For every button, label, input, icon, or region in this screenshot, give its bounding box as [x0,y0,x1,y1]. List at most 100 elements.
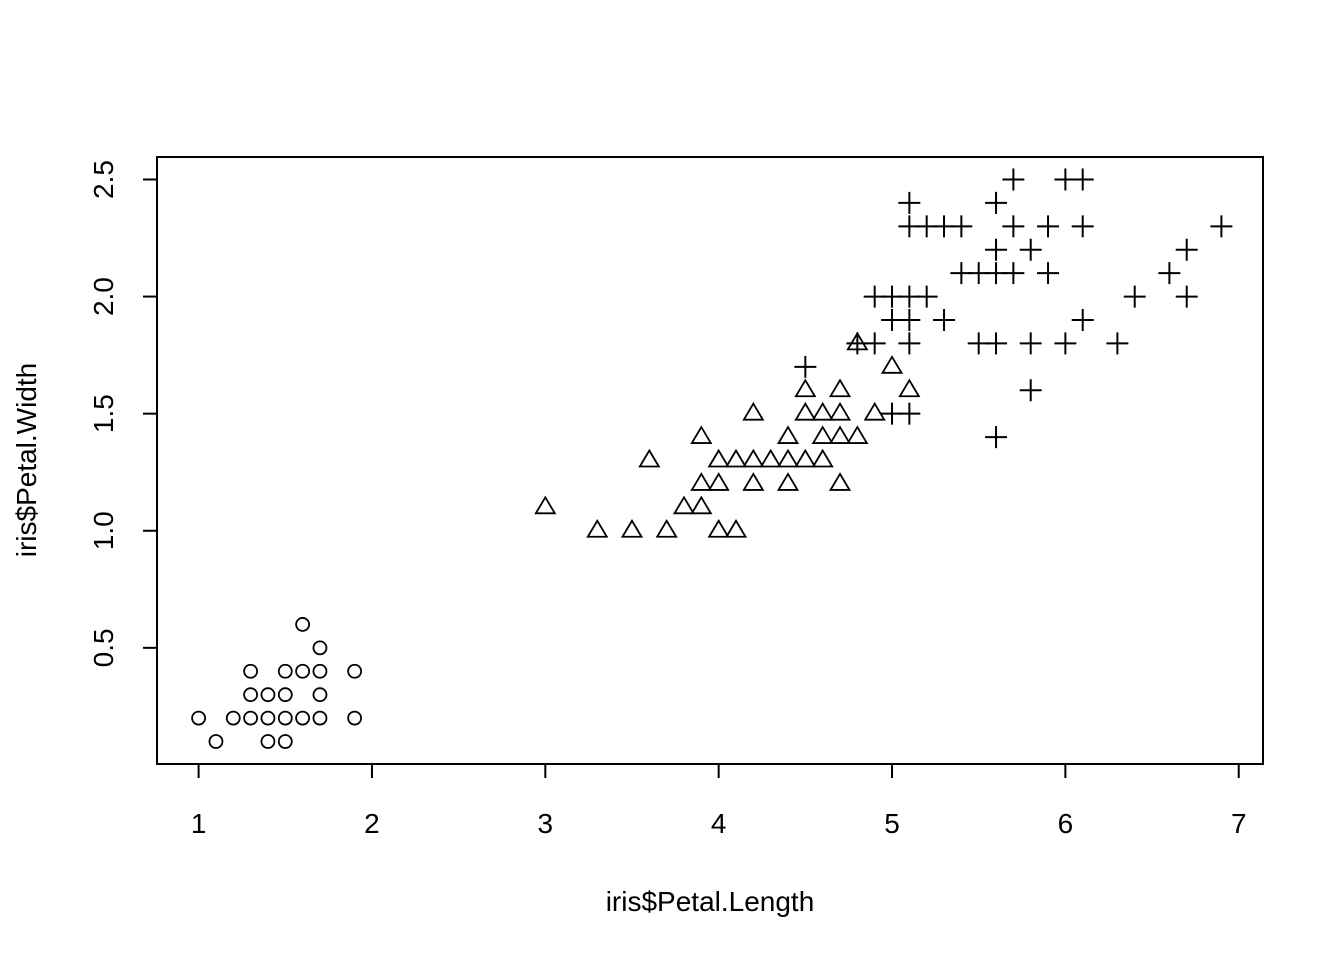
data-point-triangle [655,518,678,538]
data-point-plus [915,285,938,308]
data-point-circle [243,710,259,726]
data-point-plus [1019,379,1042,402]
data-point-plus [1037,262,1060,285]
data-point-triangle [638,448,661,468]
data-point-triangle [811,448,834,468]
data-point-triangle [707,472,730,491]
data-point-circle [260,710,276,726]
x-tick-label: 6 [1058,808,1074,839]
data-point-triangle [534,495,557,515]
y-tick-label: 1.5 [88,394,119,433]
data-point-plus [1071,308,1094,331]
data-point-circle [312,687,328,703]
data-point-triangle [690,495,713,515]
data-point-plus [985,332,1008,355]
data-point-triangle [776,472,800,491]
y-axis: 0.5 1.0 1.5 2.0 2.5 [88,160,158,667]
data-point-triangle [846,425,869,444]
data-point-plus [898,308,921,331]
y-tick-label: 0.5 [88,628,119,667]
x-tick-label: 4 [711,808,727,839]
data-point-plus [985,426,1008,449]
data-point-triangle [724,448,748,468]
x-tick-label: 2 [364,808,380,839]
data-point-triangle [828,425,852,444]
data-point-plus [1210,215,1233,238]
data-point-triangle [724,518,748,538]
data-point-plus [950,215,973,238]
data-point-circle [295,710,311,726]
data-point-circle [260,734,276,749]
data-point-triangle [794,448,817,468]
data-point-triangle [620,518,644,538]
data-point-plus [1019,238,1042,261]
data-point-triangle [707,518,730,538]
data-point-triangle [707,448,730,468]
data-point-triangle [586,518,609,538]
data-point-plus [898,191,921,214]
data-point-plus [1054,332,1077,355]
data-point-triangle [880,355,904,374]
data-point-triangle [742,472,765,491]
data-point-triangle [742,401,765,421]
data-points [191,168,1233,749]
data-point-plus [1175,238,1198,261]
data-point-plus [933,308,956,331]
data-point-plus [1071,215,1094,238]
data-point-triangle [828,378,852,398]
data-point-circle [191,710,207,726]
data-point-circle [208,734,224,749]
data-point-triangle [759,448,782,468]
data-point-circle [295,617,311,632]
data-point-plus [1175,285,1198,308]
data-point-triangle [898,378,921,398]
data-point-plus [1123,285,1146,308]
data-point-triangle [672,495,696,515]
data-point-circle [260,687,276,703]
data-point-triangle [811,401,834,421]
data-point-circle [312,640,328,656]
data-point-triangle [794,401,817,421]
data-point-plus [898,402,921,425]
data-point-triangle [690,425,713,444]
y-tick-label: 2.5 [88,160,119,199]
data-point-triangle [811,425,834,444]
data-point-triangle [794,378,817,398]
data-point-triangle [776,425,800,444]
data-point-plus [1002,262,1025,285]
y-tick-label: 1.0 [88,511,119,550]
data-point-circle [277,663,293,679]
data-point-circle [347,663,363,679]
data-point-triangle [742,448,765,468]
data-point-circle [277,687,293,703]
data-point-circle [225,710,241,726]
data-point-triangle [690,472,713,491]
data-point-circle [243,663,259,679]
data-point-plus [1037,215,1060,238]
data-point-circle [243,687,259,703]
data-point-triangle [828,472,852,491]
data-point-circle [277,710,293,726]
y-axis-label: iris$Petal.Width [11,363,42,558]
x-tick-label: 7 [1231,808,1247,839]
x-tick-label: 3 [538,808,554,839]
data-point-circle [312,710,328,726]
data-point-circle [295,663,311,679]
x-axis-label: iris$Petal.Length [606,886,815,917]
data-point-circle [347,710,363,726]
data-point-plus [1019,332,1042,355]
data-point-circle [277,734,293,749]
data-point-plus [1158,262,1181,285]
data-point-plus [1002,168,1025,191]
data-point-plus [1071,168,1094,191]
data-point-plus [898,332,921,355]
x-tick-label: 5 [884,808,900,839]
data-point-plus [794,355,817,378]
y-tick-label: 2.0 [88,277,119,316]
data-point-plus [985,191,1008,214]
data-point-triangle [828,401,852,421]
data-point-circle [312,663,328,679]
data-point-plus [1002,215,1025,238]
